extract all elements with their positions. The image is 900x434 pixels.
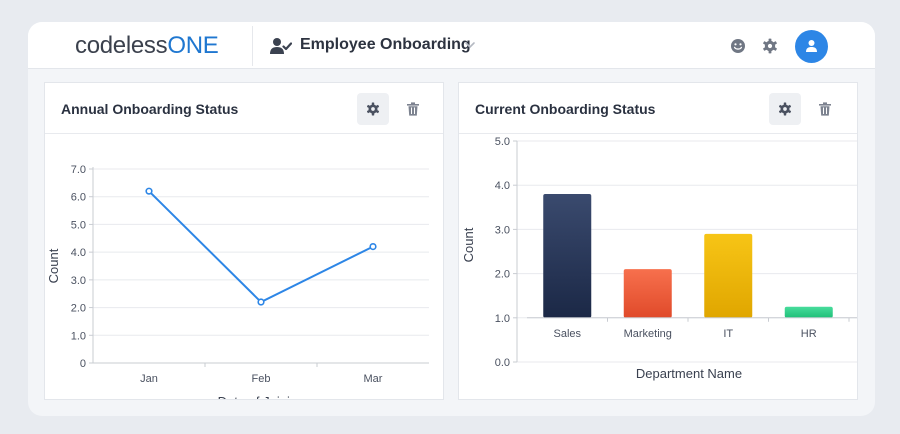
chevron-down-icon[interactable] (464, 39, 476, 51)
avatar[interactable] (795, 30, 828, 63)
logo-accent: ONE (167, 32, 219, 59)
x-axis-label: Date of Joining (218, 394, 305, 399)
app-frame: codelessONE Employee Onboarding (28, 22, 875, 416)
y-tick-label: 2.0 (495, 269, 510, 281)
bar (543, 194, 592, 318)
y-tick-label: 5.0 (495, 136, 510, 148)
y-tick-label: 3.0 (71, 275, 86, 287)
x-tick-label: Jan (140, 373, 158, 385)
user-check-icon (270, 38, 292, 54)
card-settings-button[interactable] (357, 93, 389, 125)
x-tick-label: Marketing (624, 328, 672, 340)
smiley-icon[interactable] (730, 38, 746, 54)
y-tick-label: 7.0 (71, 164, 86, 176)
top-bar: codelessONE Employee Onboarding (28, 22, 875, 69)
bar (623, 269, 672, 318)
annual-line-chart: 0 1.0 2.0 3.0 4.0 5.0 6.0 7.0 Jan Feb Mar Date of J… (46, 164, 429, 399)
x-tick-label: HR (801, 328, 817, 340)
data-point (257, 298, 265, 306)
header-divider (252, 26, 253, 66)
card-title: Current Onboarding Status (475, 101, 656, 117)
y-tick-label: 2.0 (71, 303, 86, 315)
user-icon (806, 40, 817, 52)
logo-main: codeless (75, 32, 168, 59)
gear-icon (366, 102, 380, 116)
card-header: Current Onboarding Status (459, 83, 857, 134)
y-tick-label: 1.0 (495, 313, 510, 325)
y-tick-label: 3.0 (495, 224, 510, 236)
x-tick-label: Feb (252, 373, 271, 385)
bar (704, 233, 753, 318)
y-tick-label: 6.0 (71, 192, 86, 204)
card-title: Annual Onboarding Status (61, 101, 239, 117)
data-point (145, 187, 153, 195)
y-tick-label: 5.0 (71, 219, 86, 231)
app-title[interactable]: Employee Onboarding (300, 36, 471, 53)
y-axis-label: Count (46, 248, 61, 283)
x-tick-label: Sales (553, 328, 581, 340)
current-onboarding-card: Current Onboarding Status (458, 82, 858, 400)
data-point (369, 242, 377, 251)
card-settings-button[interactable] (769, 93, 801, 125)
x-tick-label: Mar (364, 373, 383, 385)
gear-icon[interactable] (762, 38, 778, 54)
trash-icon (819, 102, 831, 116)
x-axis-label: Department Name (636, 366, 742, 381)
gear-icon (778, 102, 792, 116)
logo[interactable]: codelessONE (75, 32, 219, 60)
y-tick-label: 4.0 (495, 180, 510, 192)
card-header: Annual Onboarding Status (45, 83, 443, 134)
y-tick-label: 4.0 (71, 247, 86, 259)
series-line (148, 190, 374, 304)
card-delete-button[interactable] (397, 93, 429, 125)
y-axis-label: Count (461, 227, 476, 262)
y-tick-label: 0.0 (495, 357, 510, 369)
annual-onboarding-card: Annual Onboarding Status (44, 82, 444, 400)
bar (784, 306, 833, 318)
y-tick-label: 1.0 (71, 330, 86, 342)
card-delete-button[interactable] (809, 93, 841, 125)
current-bar-chart: 0.0 1.0 2.0 3.0 4.0 5.0 Sales Marketing IT HR Depa… (461, 136, 857, 381)
trash-icon (407, 102, 419, 116)
y-tick-label: 0 (80, 358, 86, 370)
x-tick-label: IT (723, 328, 733, 340)
